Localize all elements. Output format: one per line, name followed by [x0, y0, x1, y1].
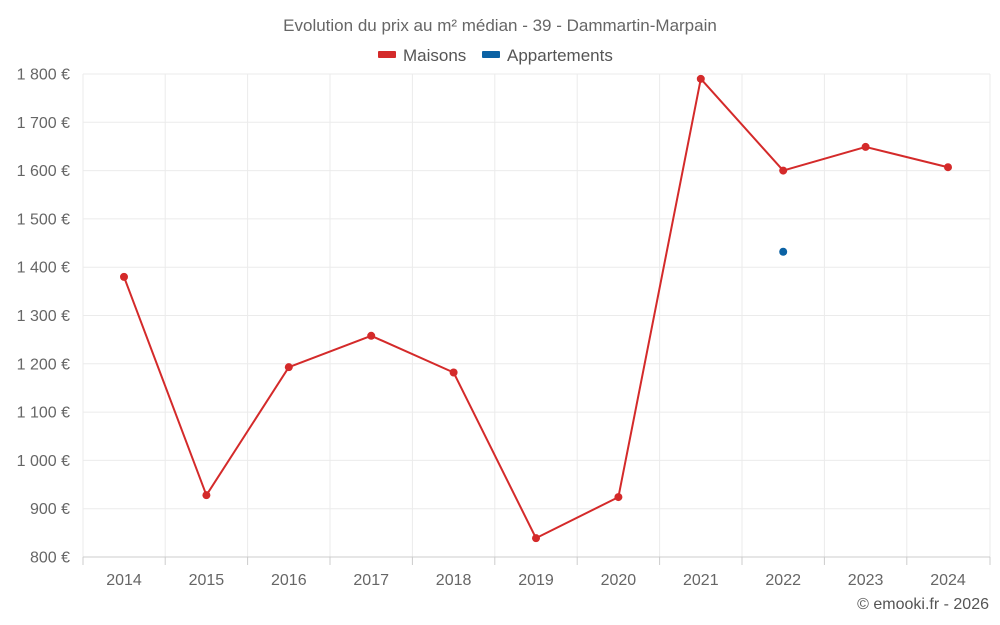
data-point-maisons — [861, 142, 870, 151]
x-axis: 2014 2015 2016 2017 2018 2019 2020 2021 2022 2023… — [82, 556, 991, 589]
data-point-maisons — [202, 491, 211, 500]
x-tick-label: 2015 — [189, 572, 225, 589]
data-point-maisons — [284, 363, 293, 372]
legend: Maisons Appartements — [378, 46, 613, 65]
data-point-maisons — [367, 331, 376, 340]
data-point-maisons — [944, 163, 952, 172]
x-tick-label: 2022 — [765, 572, 801, 589]
legend-label-appartements: Appartements — [507, 46, 613, 65]
y-tick-label: 1 400 € — [17, 260, 70, 277]
y-tick-label: 1 000 € — [17, 453, 70, 470]
y-axis: 800 € 900 € 1 000 € 1 100 € 1 200 € 1 300 € 1 … — [17, 67, 70, 567]
data-point-appartements — [779, 247, 788, 256]
data-point-maisons — [532, 534, 540, 543]
credit-text: © emooki.fr - 2026 — [857, 596, 989, 613]
y-tick-label: 1 600 € — [17, 163, 70, 180]
legend-label-maisons: Maisons — [403, 46, 466, 65]
y-tick-label: 1 800 € — [17, 67, 70, 84]
x-tick-label: 2016 — [271, 572, 307, 589]
legend-swatch-appartements — [482, 51, 500, 58]
x-tick-label: 2024 — [930, 572, 966, 589]
y-tick-label: 1 200 € — [17, 356, 70, 373]
x-tick-label: 2021 — [683, 572, 719, 589]
chart-title: Evolution du prix au m² médian - 39 - Da… — [283, 16, 717, 35]
x-tick-label: 2019 — [518, 572, 554, 589]
data-point-maisons — [614, 493, 623, 502]
y-tick-label: 1 500 € — [17, 211, 70, 228]
y-tick-label: 1 300 € — [17, 308, 70, 325]
x-tick-label: 2020 — [601, 572, 637, 589]
y-tick-label: 1 100 € — [17, 405, 70, 422]
x-tick-label: 2014 — [106, 572, 142, 589]
x-tick-label: 2017 — [353, 572, 389, 589]
series-group — [120, 74, 952, 543]
y-tick-label: 800 € — [30, 550, 70, 567]
data-point-maisons — [120, 272, 128, 281]
legend-swatch-maisons — [378, 51, 396, 58]
x-tick-label: 2018 — [436, 572, 472, 589]
x-tick-label: 2023 — [848, 572, 884, 589]
grid — [82, 73, 991, 558]
y-tick-label: 900 € — [30, 501, 70, 518]
data-point-maisons — [779, 166, 788, 175]
data-point-maisons — [449, 368, 458, 377]
y-tick-label: 1 700 € — [17, 115, 70, 132]
data-point-maisons — [696, 74, 705, 83]
